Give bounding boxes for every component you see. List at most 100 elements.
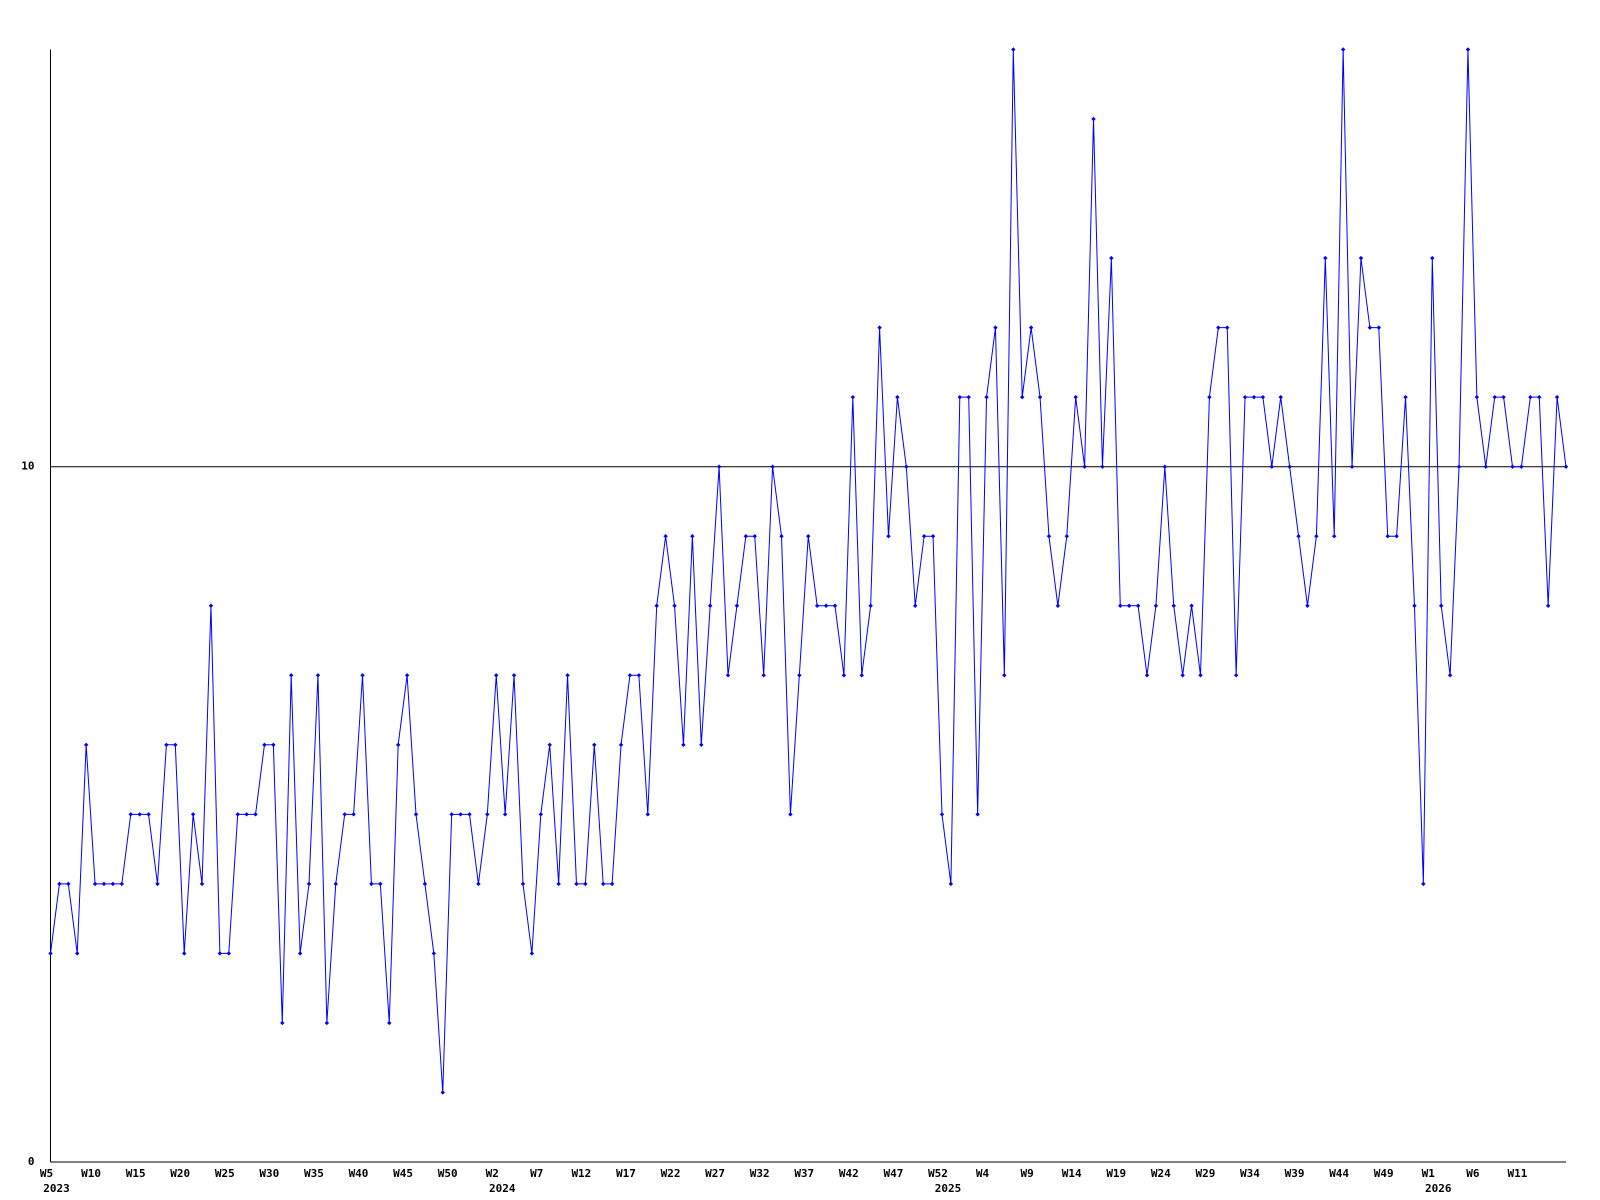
data-point bbox=[306, 881, 312, 887]
data-point bbox=[520, 881, 526, 887]
data-point bbox=[1082, 464, 1087, 469]
data-point bbox=[75, 951, 80, 956]
data-point bbox=[1251, 394, 1257, 400]
data-point bbox=[271, 742, 276, 748]
x-tick-label: W37 bbox=[794, 1167, 814, 1180]
x-tick-label: W2 bbox=[486, 1167, 499, 1180]
data-point bbox=[984, 394, 989, 400]
data-point bbox=[1207, 394, 1212, 400]
data-point bbox=[654, 603, 659, 608]
data-point bbox=[529, 951, 535, 956]
data-point bbox=[1340, 47, 1346, 52]
x-tick-label: W14 bbox=[1062, 1167, 1082, 1180]
data-point bbox=[823, 603, 829, 608]
data-point bbox=[1314, 534, 1319, 539]
data-point bbox=[592, 742, 597, 748]
data-point bbox=[1037, 394, 1043, 400]
data-point bbox=[1563, 464, 1569, 469]
data-point bbox=[449, 812, 454, 817]
data-point bbox=[1260, 394, 1266, 400]
data-point bbox=[1385, 534, 1390, 539]
data-point bbox=[948, 881, 954, 887]
data-point bbox=[770, 464, 775, 469]
data-point bbox=[83, 742, 89, 748]
data-point bbox=[280, 1020, 285, 1026]
data-point bbox=[1180, 673, 1185, 678]
data-point bbox=[369, 881, 374, 887]
x-tick-label: W6 bbox=[1466, 1167, 1480, 1180]
data-point bbox=[431, 951, 437, 956]
data-point bbox=[1002, 673, 1007, 678]
data-point bbox=[137, 812, 142, 817]
data-point bbox=[155, 881, 160, 887]
data-point bbox=[485, 812, 490, 817]
data-point bbox=[1287, 464, 1292, 469]
data-point bbox=[1474, 394, 1480, 400]
data-point bbox=[173, 742, 178, 748]
data-point bbox=[1537, 394, 1542, 400]
data-point bbox=[101, 881, 107, 887]
data-point bbox=[1358, 255, 1364, 261]
data-point bbox=[1225, 325, 1230, 330]
data-point bbox=[601, 881, 606, 887]
x-tick-label: W12 bbox=[571, 1167, 591, 1180]
data-point bbox=[663, 534, 668, 539]
data-point bbox=[814, 603, 820, 608]
x-tick-label: W30 bbox=[259, 1167, 279, 1180]
data-point bbox=[957, 394, 962, 400]
data-point bbox=[1118, 603, 1123, 608]
data-point bbox=[351, 812, 356, 817]
data-point bbox=[930, 534, 936, 539]
data-point bbox=[921, 534, 927, 539]
data-point bbox=[1332, 534, 1337, 539]
data-point bbox=[458, 812, 463, 817]
data-point bbox=[841, 673, 847, 678]
x-tick-label: W25 bbox=[215, 1167, 235, 1180]
data-point bbox=[395, 742, 401, 748]
data-point bbox=[1216, 325, 1221, 330]
data-point bbox=[1554, 394, 1560, 400]
data-point bbox=[583, 881, 588, 887]
data-point bbox=[788, 812, 793, 817]
data-point bbox=[939, 812, 945, 817]
data-point bbox=[217, 951, 223, 956]
data-point bbox=[690, 534, 695, 539]
data-point bbox=[672, 603, 677, 608]
data-point bbox=[1073, 394, 1078, 400]
data-point bbox=[57, 881, 62, 887]
data-point bbox=[859, 673, 864, 678]
data-point bbox=[119, 881, 125, 887]
data-point bbox=[1269, 464, 1275, 469]
x-year-label: 2026 bbox=[1425, 1182, 1452, 1195]
data-point bbox=[1100, 464, 1105, 469]
data-point bbox=[1510, 464, 1515, 469]
data-point bbox=[1189, 603, 1194, 608]
data-point bbox=[1020, 394, 1025, 400]
data-point bbox=[199, 881, 205, 887]
data-point bbox=[315, 673, 321, 678]
x-tick-label: W1 bbox=[1422, 1167, 1436, 1180]
data-point bbox=[235, 812, 240, 817]
x-tick-label: W5 bbox=[40, 1167, 53, 1180]
data-point bbox=[1064, 534, 1069, 539]
data-point bbox=[797, 673, 802, 678]
data-point bbox=[699, 742, 704, 748]
data-point bbox=[609, 881, 615, 887]
data-point bbox=[877, 325, 882, 330]
data-point bbox=[1430, 255, 1435, 261]
data-point bbox=[832, 603, 838, 608]
data-point bbox=[1109, 255, 1114, 261]
data-point bbox=[895, 394, 900, 400]
data-point bbox=[226, 951, 231, 956]
data-point bbox=[904, 464, 909, 469]
data-point bbox=[538, 812, 544, 817]
data-point bbox=[92, 881, 98, 887]
data-point bbox=[1438, 603, 1444, 608]
data-point bbox=[1501, 394, 1506, 400]
y-tick-label: 10 bbox=[21, 460, 34, 473]
data-point bbox=[1153, 603, 1159, 608]
data-point bbox=[1091, 116, 1096, 122]
data-point bbox=[761, 673, 766, 678]
data-point bbox=[253, 812, 258, 817]
data-point bbox=[511, 673, 517, 678]
